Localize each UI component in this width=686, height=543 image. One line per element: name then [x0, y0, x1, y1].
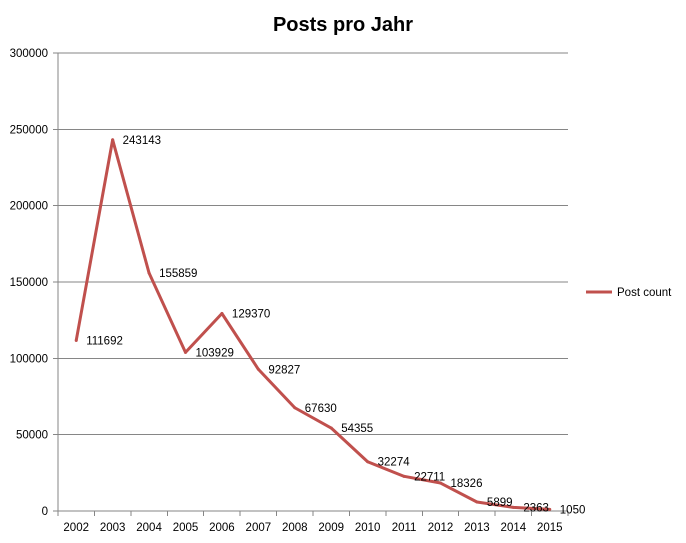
x-tick-label: 2010 — [355, 522, 381, 534]
x-tick-label: 2011 — [392, 522, 417, 534]
data-label: 18326 — [451, 478, 483, 490]
data-label: 155859 — [159, 268, 197, 280]
data-point — [184, 350, 187, 354]
data-point — [147, 271, 151, 275]
legend: Post count — [586, 287, 672, 299]
x-tick-label: 2014 — [501, 522, 527, 534]
data-point — [111, 138, 115, 142]
y-tick-label: 250000 — [10, 124, 48, 136]
x-tick-label: 2006 — [209, 522, 235, 534]
y-tick-label: 50000 — [16, 430, 48, 442]
x-tick-label: 2015 — [537, 522, 563, 534]
y-axis: 0 50000 100000 150000 200000 250000 300000 — [10, 48, 59, 518]
y-tick-label: 300000 — [10, 48, 48, 60]
x-tick-label: 2007 — [246, 522, 272, 534]
data-point — [293, 406, 297, 410]
data-point — [220, 311, 224, 315]
data-point — [329, 426, 333, 430]
data-label: 92827 — [268, 364, 300, 376]
data-point — [74, 338, 78, 342]
data-point — [256, 367, 260, 371]
legend-label-post-count: Post count — [617, 287, 672, 299]
data-point — [548, 507, 552, 511]
data-label: 67630 — [305, 403, 337, 415]
data-label: 111692 — [86, 335, 123, 347]
data-labels: 111692 243143 155859 103929 129370 92827 67630… — [86, 135, 585, 517]
chart-title: Posts pro Jahr — [273, 14, 413, 36]
data-label: 54355 — [341, 423, 373, 435]
x-tick-label: 2008 — [282, 522, 308, 534]
data-point — [439, 481, 442, 485]
x-tick-label: 2003 — [100, 522, 126, 534]
y-tick-label: 200000 — [10, 201, 48, 213]
x-axis: 2002 2003 2004 2005 2006 2007 2008 2009 2010 2011… — [57, 511, 569, 534]
data-point — [511, 505, 515, 509]
x-tick-label: 2009 — [318, 522, 344, 534]
x-tick-label: 2005 — [173, 522, 199, 534]
series-line-post-count — [74, 138, 550, 511]
data-point — [475, 500, 479, 504]
data-label: 22711 — [414, 471, 445, 483]
gridlines — [58, 52, 568, 512]
data-label: 243143 — [123, 135, 161, 147]
x-tick-label: 2002 — [63, 522, 89, 534]
y-tick-label: 0 — [42, 506, 48, 518]
x-tick-label: 2012 — [428, 522, 454, 534]
data-label: 5899 — [487, 497, 513, 509]
data-point — [402, 474, 406, 478]
data-label: 103929 — [196, 347, 234, 359]
data-label: 32274 — [378, 457, 411, 469]
data-label: 2363 — [523, 502, 549, 514]
series-group — [74, 138, 552, 511]
y-tick-label: 100000 — [10, 353, 48, 365]
x-tick-label: 2013 — [464, 522, 490, 534]
x-tick-label: 2004 — [136, 522, 162, 534]
data-label: 1050 — [560, 504, 586, 516]
y-tick-label: 150000 — [10, 277, 48, 289]
data-point — [366, 460, 370, 464]
data-label: 129370 — [232, 308, 270, 320]
